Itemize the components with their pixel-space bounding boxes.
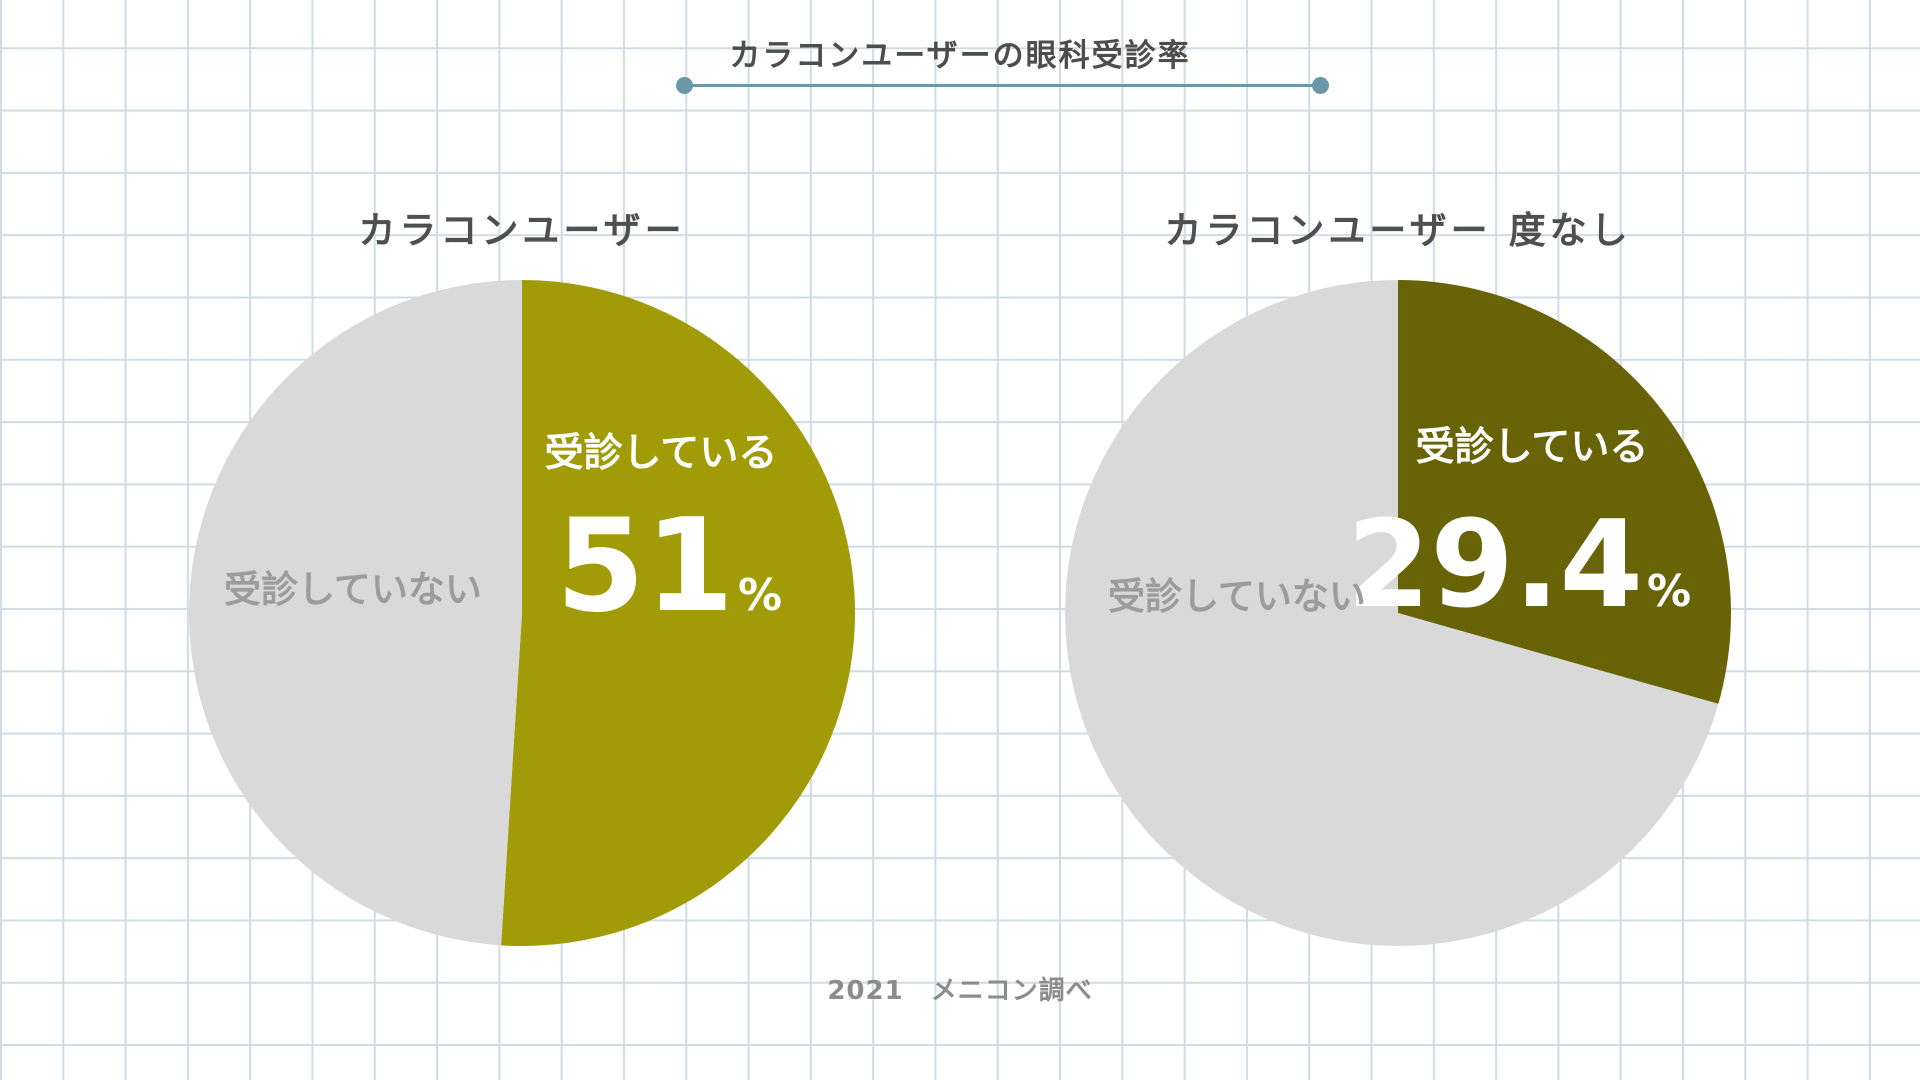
- pie-slice-yes: [1398, 280, 1731, 704]
- chart-title: カラコンユーザーの眼科受診率: [729, 38, 1191, 74]
- pie-1-title: カラコンユーザー: [358, 209, 686, 252]
- slice-value-number: 29.4: [1347, 496, 1643, 635]
- slices: [189, 280, 856, 946]
- pie-slice-no: [1065, 280, 1719, 946]
- slices: [1065, 280, 1731, 946]
- title-underline-right-dot: [1312, 77, 1329, 94]
- pie-slice-no: [189, 280, 522, 946]
- pie-slice-yes: [501, 280, 856, 946]
- slice-label-yes: 受診している: [1416, 425, 1649, 470]
- slice-value-number: 51: [556, 492, 734, 641]
- slice-value-unit: %: [738, 570, 782, 621]
- source-note: 2021 メニコン調べ: [827, 976, 1093, 1006]
- title-underline-left-dot: [676, 77, 693, 94]
- slice-value-yes: 29.4%: [1347, 496, 1691, 635]
- slice-label-yes: 受診している: [545, 431, 778, 476]
- title-underline: [684, 84, 1320, 87]
- pie-chart-1: 受診している 51% 受診していない: [189, 280, 856, 946]
- pie-chart-2: 受診している 29.4% 受診していない: [1065, 280, 1731, 946]
- slice-value-unit: %: [1647, 566, 1691, 617]
- slice-label-no: 受診していない: [1108, 575, 1366, 618]
- slice-label-no: 受診していない: [224, 568, 482, 611]
- pie-2-title: カラコンユーザー 度なし: [1164, 209, 1632, 252]
- slice-value-yes: 51%: [556, 492, 782, 641]
